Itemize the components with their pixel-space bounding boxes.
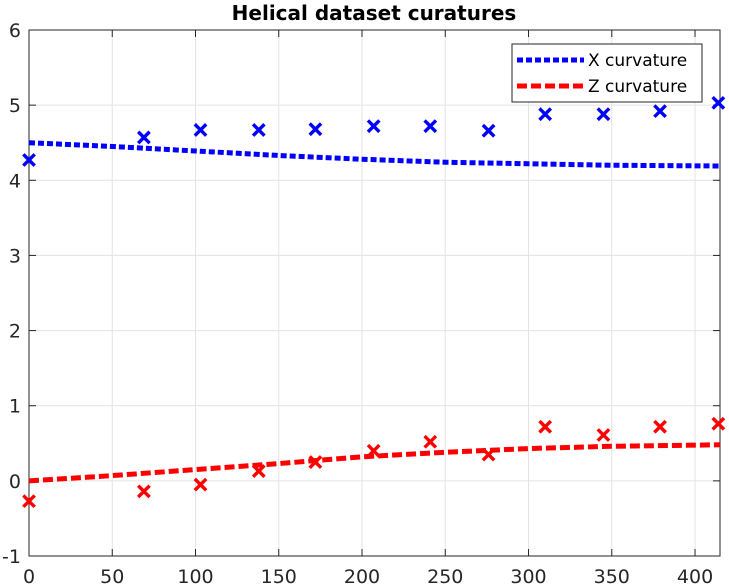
data-point-marker [481, 447, 496, 462]
legend-box [511, 43, 703, 103]
legend-label: X curvature [588, 51, 687, 71]
x-tick-label: 250 [427, 566, 463, 587]
x-tick-label: 150 [261, 566, 297, 587]
data-point-marker [481, 123, 496, 138]
x-tick-label: 300 [510, 566, 546, 587]
chart-title: Helical dataset curatures [232, 1, 517, 25]
data-point-marker [366, 119, 381, 134]
series-layer [22, 95, 726, 509]
data-point-marker [366, 443, 381, 458]
x-tick-label: 200 [344, 566, 380, 587]
legend: X curvature Z curvature [511, 43, 703, 103]
data-point-marker [22, 494, 36, 509]
x-tick-label: 0 [23, 566, 35, 587]
data-point-marker [596, 428, 611, 442]
y-tick-label: 0 [9, 471, 21, 493]
y-tick-label: 2 [9, 321, 21, 343]
y-tick-label: 3 [9, 245, 21, 267]
data-point-marker [538, 419, 553, 434]
data-point-marker [711, 416, 726, 431]
data-point-marker [653, 419, 667, 434]
data-point-marker [308, 455, 323, 469]
data-point-marker [22, 153, 36, 167]
data-point-marker [596, 107, 611, 122]
series-line [28, 140, 721, 169]
x-tick-label: 50 [100, 566, 124, 587]
data-point-marker [251, 123, 266, 137]
data-point-marker [193, 477, 208, 492]
data-point-marker [653, 104, 667, 119]
data-point-marker [136, 484, 151, 499]
data-point-marker [423, 119, 438, 134]
y-tick-label: -1 [2, 546, 21, 568]
x-tick-label: 350 [594, 566, 630, 587]
y-tick-label: 1 [9, 396, 21, 418]
x-tick-label: 400 [677, 566, 713, 587]
y-tick-label: 4 [9, 170, 21, 192]
data-point-marker [711, 95, 726, 110]
legend-label: Z curvature [588, 77, 687, 97]
data-point-marker [308, 122, 323, 137]
data-point-marker [538, 107, 553, 122]
plot-background [29, 30, 720, 556]
y-tick-label: 6 [9, 20, 21, 42]
y-tick-label: 5 [9, 95, 21, 117]
data-point-marker [193, 123, 208, 137]
x-tick-label: 100 [177, 566, 213, 587]
axes-box [28, 29, 721, 557]
data-point-marker [423, 434, 438, 449]
data-point-marker [136, 130, 151, 145]
data-point-marker [251, 464, 266, 478]
